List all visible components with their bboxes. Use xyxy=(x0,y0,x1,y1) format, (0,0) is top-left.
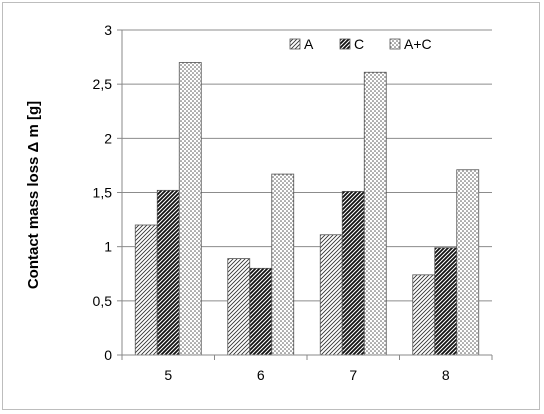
y-tick-label: 1,5 xyxy=(93,185,113,201)
legend-label: C xyxy=(354,36,364,52)
bar-a-7 xyxy=(319,234,343,356)
bar-aplusc-7 xyxy=(363,71,387,356)
legend-swatch xyxy=(389,38,401,50)
legend: A C A+C xyxy=(289,36,432,52)
x-tick-label: 7 xyxy=(349,367,357,383)
bar-c-6 xyxy=(249,267,273,356)
bar-c-5 xyxy=(156,189,180,356)
y-tick-label: 3 xyxy=(104,22,112,38)
bar-a-8 xyxy=(412,274,436,356)
bar-aplusc-6 xyxy=(271,173,295,356)
y-tick-label: 2 xyxy=(104,130,112,146)
bar-c-8 xyxy=(434,247,458,356)
bar-aplusc-8 xyxy=(456,169,480,356)
bar-a-5 xyxy=(134,224,158,356)
legend-swatch xyxy=(289,38,301,50)
y-axis-label: Contact mass loss Δ m [g] xyxy=(25,101,42,289)
legend-label: A xyxy=(304,36,314,52)
x-tick-label: 6 xyxy=(257,367,265,383)
y-tick-label: 1 xyxy=(104,239,112,255)
bars xyxy=(134,62,480,356)
bar-a-6 xyxy=(227,258,251,356)
legend-swatch xyxy=(339,38,351,50)
y-tick-label: 0 xyxy=(104,347,112,363)
x-tick-label: 5 xyxy=(164,367,172,383)
legend-label: A+C xyxy=(404,36,432,52)
bar-aplusc-5 xyxy=(178,62,202,356)
x-tick-label: 8 xyxy=(442,367,450,383)
y-tick-label: 2,5 xyxy=(93,76,113,92)
axes xyxy=(117,29,493,360)
tick-labels: 0 0,5 1 1,5 2 2,5 3 5 6 7 8 xyxy=(93,22,450,383)
bar-c-7 xyxy=(341,191,365,356)
y-tick-label: 0,5 xyxy=(93,293,113,309)
